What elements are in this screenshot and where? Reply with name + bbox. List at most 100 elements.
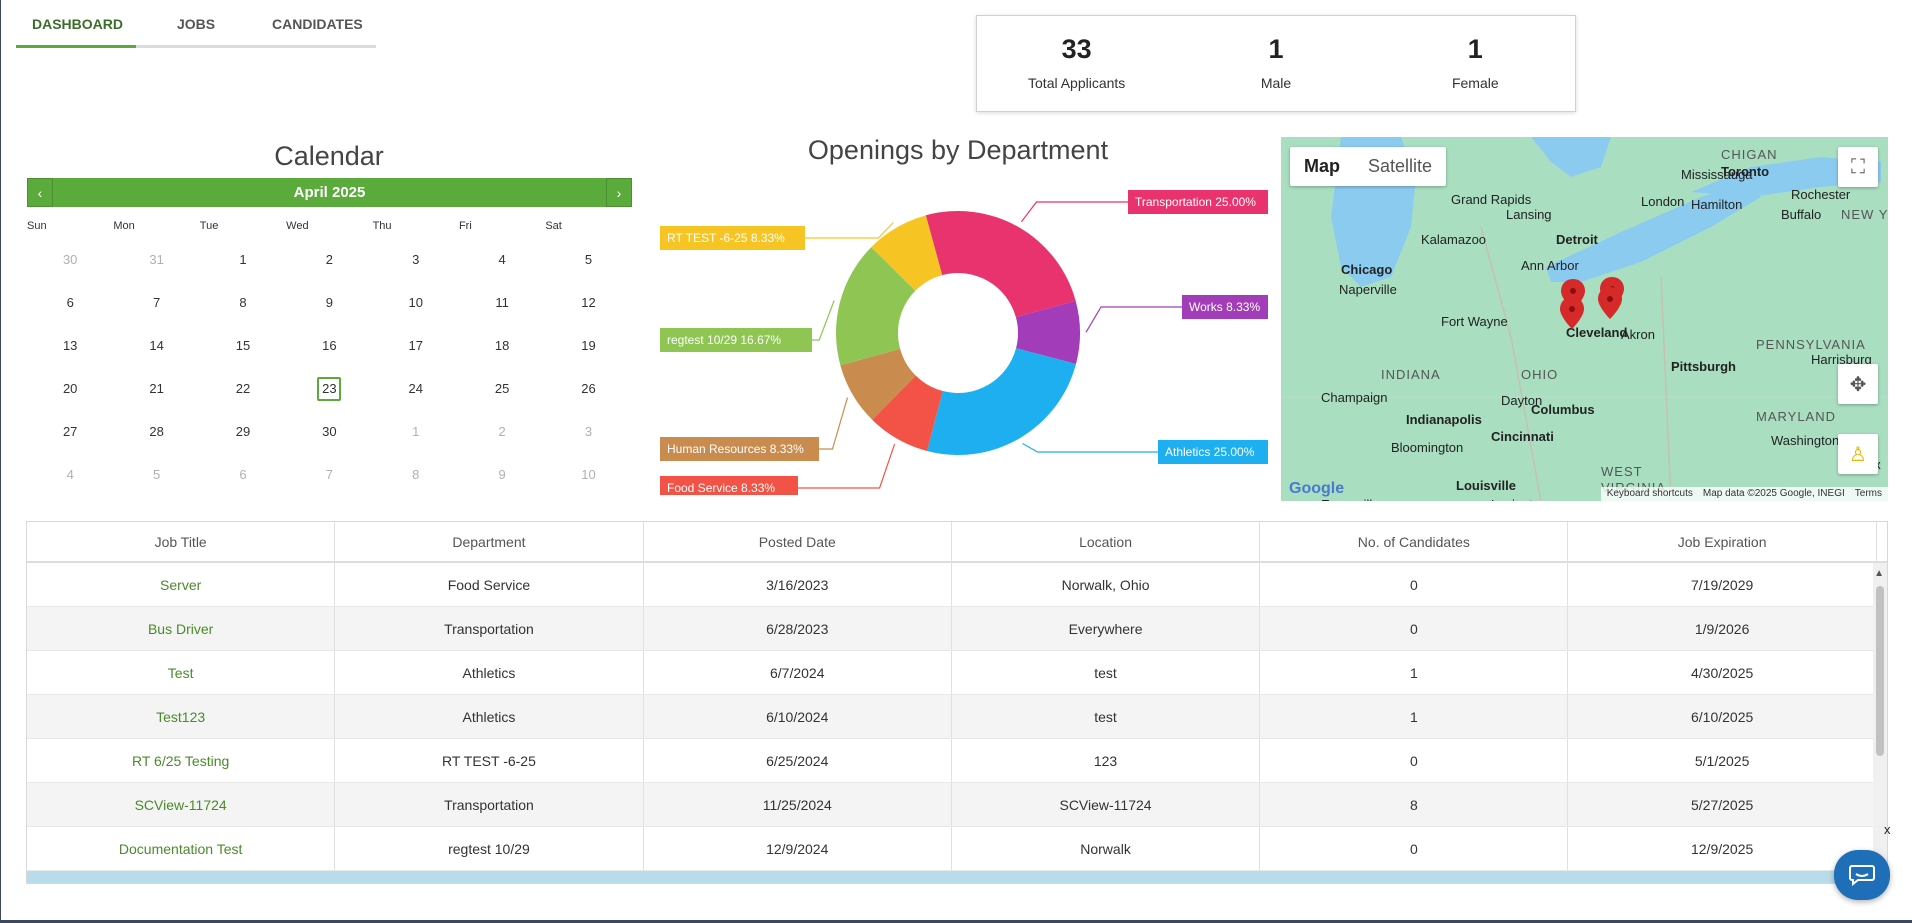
donut-slice[interactable] [840, 348, 916, 420]
map-type-satellite-button[interactable]: Satellite [1368, 156, 1433, 176]
table-cell: Transportation [335, 783, 644, 826]
table-cell: 5/27/2025 [1568, 783, 1877, 826]
calendar-day[interactable]: 12 [545, 295, 631, 310]
donut-slice[interactable] [925, 211, 1076, 318]
calendar-day[interactable]: 13 [27, 338, 113, 353]
calendar-day[interactable]: 8 [200, 295, 286, 310]
calendar-day[interactable]: 11 [459, 295, 545, 310]
calendar-day[interactable]: 14 [113, 338, 199, 353]
calendar-day[interactable]: 19 [545, 338, 631, 353]
donut-slice[interactable] [927, 348, 1077, 456]
calendar-day[interactable]: 5 [545, 252, 631, 267]
scroll-thumb[interactable] [1876, 586, 1884, 756]
job-title-link[interactable]: RT 6/25 Testing [27, 739, 336, 782]
calendar-day[interactable]: 2 [286, 252, 372, 267]
column-header[interactable]: Posted Date [644, 522, 952, 561]
border-line [1660, 276, 1672, 501]
calendar-day[interactable]: 4 [27, 467, 113, 482]
calendar-day[interactable]: 1 [373, 424, 459, 439]
table-cell: 6/7/2024 [644, 651, 952, 694]
calendar-day[interactable]: 31 [113, 252, 199, 267]
calendar-day[interactable]: 9 [286, 295, 372, 310]
calendar-day-today[interactable]: 23 [286, 376, 372, 401]
scroll-up-icon[interactable]: ▲ [1874, 568, 1884, 579]
calendar-day[interactable]: 3 [545, 424, 631, 439]
calendar-day[interactable]: 25 [459, 381, 545, 396]
job-title-link[interactable]: Test123 [27, 695, 336, 738]
table-row-selected[interactable] [27, 871, 1887, 883]
donut-slice[interactable] [871, 215, 943, 291]
donut-slice[interactable] [872, 375, 943, 452]
column-header[interactable]: Job Title [27, 522, 336, 561]
map-marker[interactable] [1598, 287, 1622, 319]
calendar-month-label[interactable]: April 2025 [293, 184, 366, 201]
donut-slice[interactable] [836, 247, 916, 366]
chat-widget-button[interactable] [1834, 850, 1890, 900]
calendar-day[interactable]: 7 [286, 467, 372, 482]
calendar-day[interactable]: 3 [373, 252, 459, 267]
calendar-day[interactable]: 7 [113, 295, 199, 310]
calendar-day[interactable]: 30 [286, 424, 372, 439]
keyboard-shortcuts-link[interactable]: Keyboard shortcuts [1606, 488, 1693, 499]
calendar-next-button[interactable]: › [606, 178, 632, 207]
calendar-day[interactable]: 9 [459, 467, 545, 482]
calendar-day[interactable]: 10 [373, 295, 459, 310]
calendar-day[interactable]: 1 [200, 252, 286, 267]
calendar-day[interactable]: 2 [459, 424, 545, 439]
calendar-day[interactable]: 5 [113, 467, 199, 482]
jobs-map[interactable]: MilwaukeeGrand RapidsLansingDetroitMissi… [1281, 137, 1888, 501]
tab-dashboard[interactable]: DASHBOARD [16, 0, 136, 48]
map-place-label: Naperville [1339, 282, 1397, 297]
table-row[interactable]: Test123 Athletics 6/10/2024 test 1 6/10/2025 [27, 695, 1887, 739]
chat-close-button[interactable]: x [1884, 822, 1891, 837]
tab-jobs[interactable]: JOBS [176, 16, 216, 32]
terms-link[interactable]: Terms [1854, 488, 1882, 499]
calendar-day[interactable]: 20 [27, 381, 113, 396]
map-marker[interactable] [1560, 297, 1584, 329]
pegman-icon[interactable]: ♙ [1838, 434, 1878, 474]
calendar-day-number: 8 [412, 467, 420, 482]
job-title-link[interactable]: Documentation Test [27, 827, 336, 870]
job-title-link[interactable]: Test [27, 651, 336, 694]
calendar-day[interactable]: 10 [545, 467, 631, 482]
calendar-day[interactable]: 27 [27, 424, 113, 439]
camera-control-icon[interactable]: ✥ [1838, 364, 1878, 404]
map-type-map-button[interactable]: Map [1304, 156, 1340, 176]
calendar-day[interactable]: 29 [200, 424, 286, 439]
table-row[interactable]: Test Athletics 6/7/2024 test 1 4/30/2025 [27, 651, 1887, 695]
calendar-day[interactable]: 26 [545, 381, 631, 396]
calendar-day[interactable]: 24 [373, 381, 459, 396]
calendar-day[interactable]: 6 [27, 295, 113, 310]
tab-candidates[interactable]: CANDIDATES [272, 16, 363, 32]
calendar-prev-button[interactable]: ‹ [27, 178, 53, 207]
table-row[interactable]: Server Food Service 3/16/2023 Norwalk, Ohio… [27, 563, 1887, 607]
calendar-day[interactable]: 4 [459, 252, 545, 267]
calendar-day[interactable]: 21 [113, 381, 199, 396]
job-title-link[interactable]: Bus Driver [27, 607, 336, 650]
calendar-day[interactable]: 28 [113, 424, 199, 439]
calendar-day[interactable]: 8 [373, 467, 459, 482]
table-row[interactable]: Documentation Test regtest 10/29 12/9/2024… [27, 827, 1887, 871]
column-header[interactable]: No. of Candidates [1260, 522, 1569, 561]
calendar-day[interactable]: 17 [373, 338, 459, 353]
table-row[interactable]: RT 6/25 Testing RT TEST -6-25 6/25/2024 123… [27, 739, 1887, 783]
column-header[interactable]: Department [335, 522, 644, 561]
table-row[interactable]: SCView-11724 Transportation 11/25/2024 SCVi… [27, 783, 1887, 827]
column-header[interactable]: Job Expiration [1568, 522, 1877, 561]
job-title-link[interactable]: SCView-11724 [27, 783, 336, 826]
fullscreen-icon[interactable]: ⛶ [1838, 147, 1878, 187]
calendar-day[interactable]: 15 [200, 338, 286, 353]
column-header[interactable]: Location [952, 522, 1261, 561]
calendar-day-number: 14 [149, 338, 164, 353]
calendar-day[interactable]: 30 [27, 252, 113, 267]
donut-slice[interactable] [1015, 300, 1080, 364]
map-place-label: Columbus [1531, 402, 1595, 417]
job-title-link[interactable]: Server [27, 563, 336, 606]
calendar-day[interactable]: 22 [200, 381, 286, 396]
calendar-day[interactable]: 16 [286, 338, 372, 353]
table-row[interactable]: Bus Driver Transportation 6/28/2023 Everywh… [27, 607, 1887, 651]
table-cell: 6/10/2024 [644, 695, 952, 738]
calendar-day-number: 9 [498, 467, 506, 482]
calendar-day[interactable]: 6 [200, 467, 286, 482]
calendar-day[interactable]: 18 [459, 338, 545, 353]
